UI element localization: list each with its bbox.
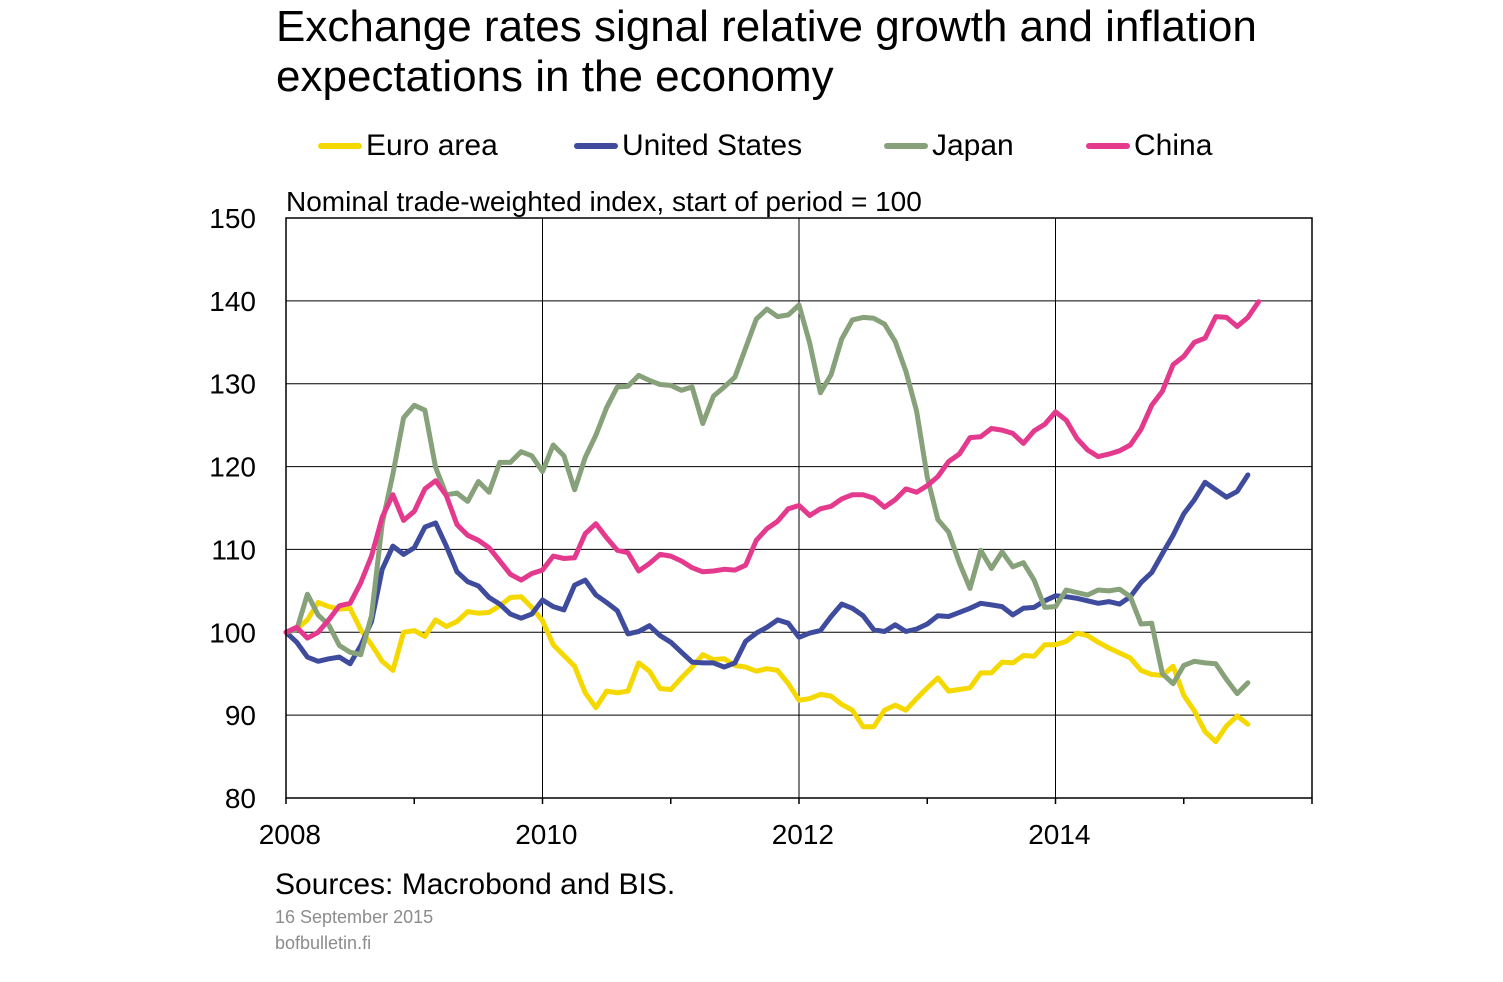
legend-item-japan: Japan xyxy=(884,126,1014,166)
x-tick-label: 2014 xyxy=(1028,819,1090,850)
legend-item-united-states: United States xyxy=(574,126,802,166)
legend-label: Japan xyxy=(932,129,1014,162)
x-tick-label: 2012 xyxy=(772,819,834,850)
site-name: bofbulletin.fi xyxy=(275,933,372,953)
legend-swatch-euro-area xyxy=(318,143,362,149)
y-tick-label: 120 xyxy=(209,452,256,483)
chart-title: Exchange rates signal relative growth an… xyxy=(276,2,1257,101)
legend-swatch-japan xyxy=(884,143,928,149)
y-tick-label: 110 xyxy=(211,534,256,565)
legend-item-euro-area: Euro area xyxy=(318,126,498,166)
y-tick-label: 100 xyxy=(209,617,256,648)
y-tick-label: 80 xyxy=(225,783,256,814)
legend-label: United States xyxy=(622,129,803,162)
chart-legend: Euro area United States Japan China xyxy=(0,126,1503,166)
y-tick-label: 130 xyxy=(209,369,256,400)
plot-border xyxy=(285,217,1313,799)
series-line-euro-area xyxy=(283,594,1251,745)
chart-subtitle: Nominal trade-weighted index, start of p… xyxy=(286,186,922,217)
y-tick-label: 150 xyxy=(209,203,256,234)
x-tick-label: 2010 xyxy=(515,819,577,850)
y-tick-label: 140 xyxy=(209,286,256,317)
publication-date: 16 September 2015 xyxy=(275,907,434,927)
legend-swatch-united-states xyxy=(574,143,618,149)
legend-label: China xyxy=(1134,129,1213,162)
source-note: Sources: Macrobond and BIS. xyxy=(275,868,676,901)
x-tick-label: 2008 xyxy=(259,819,321,850)
series-line-united-states xyxy=(283,472,1251,670)
series-line-china xyxy=(283,299,1262,641)
y-tick-label: 90 xyxy=(225,700,256,731)
legend-label: Euro area xyxy=(366,129,498,162)
legend-item-china: China xyxy=(1086,126,1212,166)
legend-swatch-china xyxy=(1086,143,1130,149)
